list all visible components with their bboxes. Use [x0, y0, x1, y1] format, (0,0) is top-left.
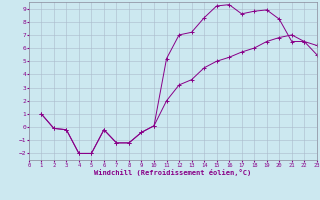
X-axis label: Windchill (Refroidissement éolien,°C): Windchill (Refroidissement éolien,°C) — [94, 169, 252, 176]
